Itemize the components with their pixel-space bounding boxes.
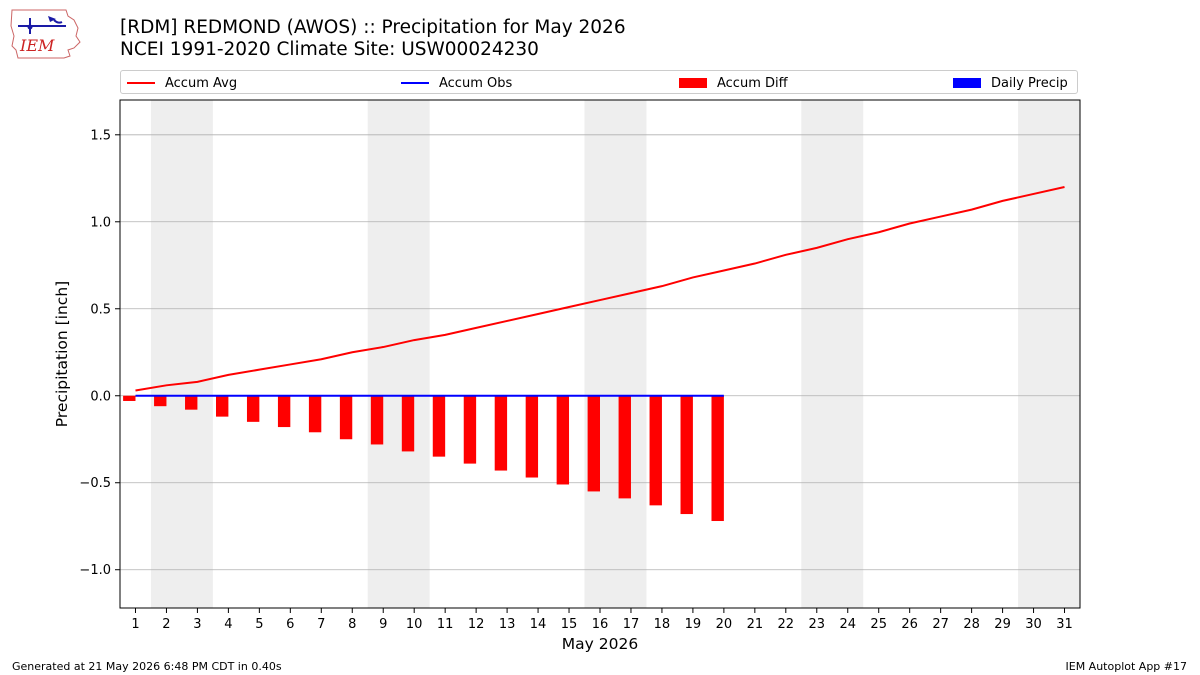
weekend-shade-5 — [1018, 100, 1080, 608]
accum-diff-bar-day-20 — [711, 395, 724, 522]
accum-diff-bar-day-13 — [494, 395, 508, 471]
footer-app: IEM Autoplot App #17 — [1065, 660, 1188, 673]
x-tick-label-5: 5 — [255, 617, 263, 632]
logo-text: IEM — [19, 36, 55, 55]
x-tick-label-23: 23 — [809, 617, 826, 632]
x-tick-label-22: 22 — [778, 617, 795, 632]
legend-label-accum-avg: Accum Avg — [165, 75, 238, 91]
accum-diff-bar-day-14 — [525, 395, 539, 478]
x-tick-label-20: 20 — [716, 617, 733, 632]
accum-diff-bar-day-2 — [154, 395, 167, 407]
legend-label-accum-diff: Accum Diff — [717, 75, 788, 91]
x-tick-label-24: 24 — [839, 617, 856, 632]
x-tick-label-25: 25 — [870, 617, 887, 632]
x-tick-label-31: 31 — [1056, 617, 1073, 632]
x-tick-label-11: 11 — [437, 617, 454, 632]
x-tick-label-7: 7 — [317, 617, 325, 632]
x-tick-label-12: 12 — [468, 617, 485, 632]
accum-diff-bar-day-16 — [587, 395, 600, 492]
x-tick-label-9: 9 — [379, 617, 387, 632]
legend-label-daily-precip: Daily Precip — [991, 75, 1068, 91]
accum-diff-bar-day-17 — [618, 395, 631, 499]
accum-diff-bar-day-5 — [246, 395, 260, 422]
y-tick-label-3: 0.0 — [90, 389, 111, 404]
weekend-shade-2 — [367, 100, 430, 608]
y-tick-label-6: 1.5 — [90, 128, 111, 143]
legend-item-daily-precip: Daily Precip — [953, 71, 1068, 95]
x-tick-label-26: 26 — [901, 617, 918, 632]
accum-diff-bar-day-7 — [308, 395, 322, 433]
legend-item-accum-obs: Accum Obs — [401, 71, 512, 95]
x-tick-label-30: 30 — [1025, 617, 1042, 632]
chart-title: [RDM] REDMOND (AWOS) :: Precipitation fo… — [120, 17, 626, 61]
accum-diff-bar-day-3 — [185, 395, 198, 410]
legend-item-accum-diff: Accum Diff — [679, 71, 788, 95]
x-tick-label-18: 18 — [654, 617, 671, 632]
legend-item-accum-avg: Accum Avg — [127, 71, 237, 95]
x-tick-label-3: 3 — [193, 617, 201, 632]
y-axis-label: Precipitation [inch] — [53, 281, 71, 427]
y-tick-label-4: 0.5 — [90, 302, 111, 317]
accum-diff-bar-day-11 — [432, 395, 446, 457]
legend-swatch-accum-avg — [127, 82, 155, 84]
legend-swatch-accum-obs — [401, 82, 429, 84]
y-tick-label-1: −1.0 — [79, 563, 111, 578]
accum-avg-line — [135, 186, 1065, 392]
accum-diff-bar-day-18 — [649, 395, 662, 506]
x-tick-label-14: 14 — [530, 617, 547, 632]
x-tick-label-16: 16 — [592, 617, 609, 632]
accum-diff-bar-day-1 — [123, 395, 136, 401]
x-tick-label-29: 29 — [994, 617, 1011, 632]
x-tick-label-1: 1 — [131, 617, 139, 632]
x-tick-label-10: 10 — [406, 617, 423, 632]
x-tick-label-21: 21 — [747, 617, 764, 632]
weekend-shade-3 — [584, 100, 647, 608]
legend-swatch-accum-diff — [679, 78, 707, 88]
footer-generated: Generated at 21 May 2026 6:48 PM CDT in … — [12, 660, 282, 673]
accum-diff-bar-day-9 — [370, 395, 384, 445]
x-axis-label: May 2026 — [562, 635, 638, 653]
accum-diff-bar-day-8 — [339, 395, 353, 440]
x-tick-label-4: 4 — [224, 617, 232, 632]
legend-swatch-daily-precip — [953, 78, 981, 88]
accum-diff-bar-day-6 — [277, 395, 291, 428]
x-tick-label-6: 6 — [286, 617, 294, 632]
accum-diff-bar-day-15 — [556, 395, 570, 485]
accum-diff-bar-day-19 — [680, 395, 693, 515]
x-tick-label-13: 13 — [499, 617, 516, 632]
x-tick-label-19: 19 — [685, 617, 702, 632]
y-tick-label-2: −0.5 — [79, 476, 111, 491]
accum-diff-bar-day-10 — [401, 395, 415, 452]
x-tick-label-15: 15 — [561, 617, 578, 632]
weekend-shade-4 — [801, 100, 864, 608]
title-line-2: NCEI 1991-2020 Climate Site: USW00024230 — [120, 39, 539, 60]
legend: Accum Avg Accum Obs Accum Diff Daily Pre… — [120, 70, 1078, 94]
iem-logo: IEM — [10, 9, 81, 59]
accum-diff-bar-day-12 — [463, 395, 477, 464]
title-line-1: [RDM] REDMOND (AWOS) :: Precipitation fo… — [120, 17, 626, 38]
x-tick-label-8: 8 — [348, 617, 356, 632]
x-tick-label-28: 28 — [963, 617, 980, 632]
x-tick-label-2: 2 — [162, 617, 170, 632]
x-tick-label-17: 17 — [623, 617, 640, 632]
x-tick-label-27: 27 — [932, 617, 949, 632]
legend-label-accum-obs: Accum Obs — [439, 75, 513, 91]
y-tick-label-5: 1.0 — [90, 215, 111, 230]
weekend-shade-1 — [150, 100, 213, 608]
accum-diff-bar-day-4 — [216, 395, 229, 417]
